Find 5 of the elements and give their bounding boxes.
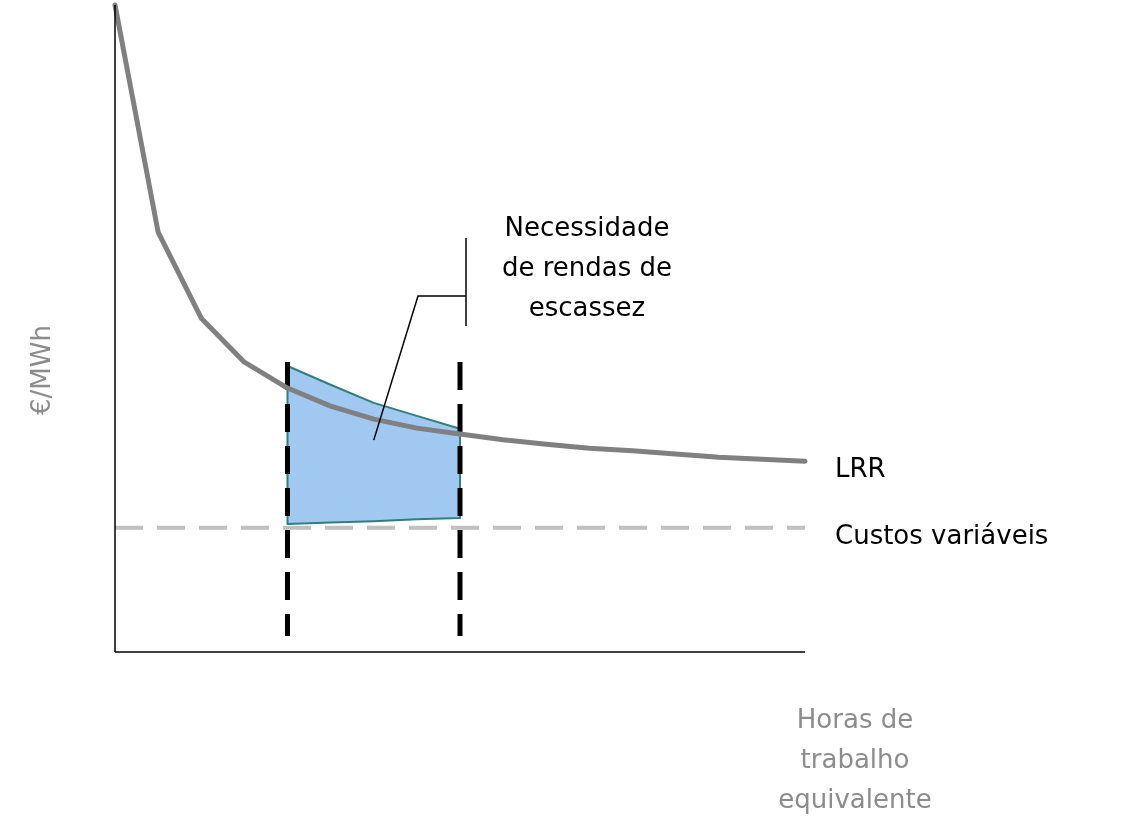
y-axis-title: €/MWh <box>26 325 56 415</box>
ref-line-label: Custos variáveis <box>835 519 1049 550</box>
series-label: LRR <box>835 453 886 484</box>
x-axis-title: Horas de trabalho equivalente <box>778 704 932 814</box>
annotation: Necessidade de rendas de escassez <box>501 212 673 322</box>
